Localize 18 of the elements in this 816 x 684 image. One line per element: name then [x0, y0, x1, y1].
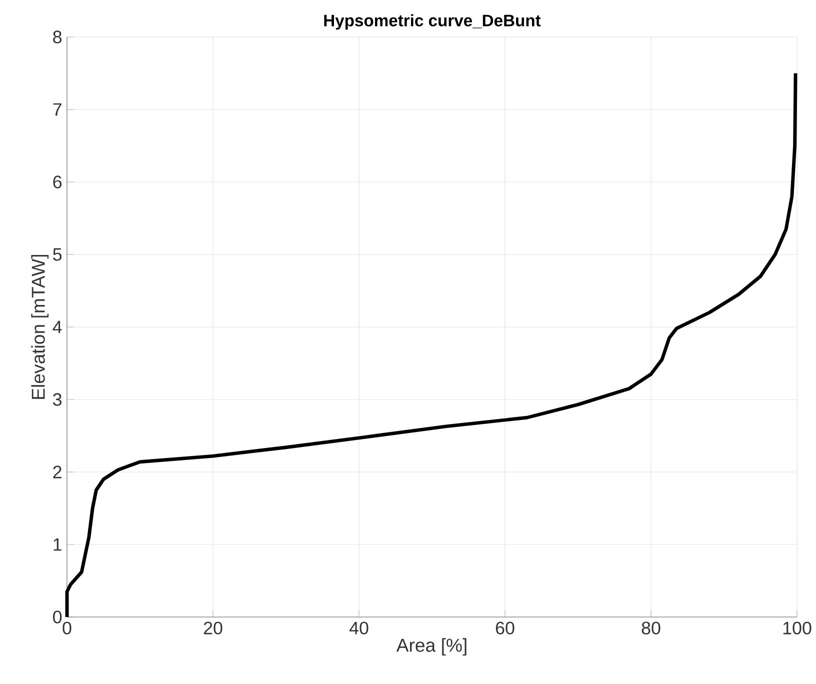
x-tick-label: 20	[204, 622, 222, 634]
y-tick-label: 5	[53, 248, 62, 261]
y-axis-title: Elevation [mTAW]	[31, 254, 49, 399]
y-tick-label: 1	[54, 538, 62, 551]
y-tick-label: 4	[52, 320, 62, 334]
x-axis-title: Area [%]	[396, 638, 466, 656]
x-tick-label: 40	[349, 622, 368, 634]
chart-title: Hypsometric curve_DeBunt	[324, 14, 541, 30]
y-tick-label: 7	[53, 103, 62, 116]
x-tick-label: 0	[62, 622, 72, 634]
y-tick-label: 2	[53, 466, 62, 478]
x-tick-label: 100	[783, 622, 812, 634]
x-tick-label: 80	[642, 622, 660, 634]
y-tick-label: 0	[53, 610, 62, 624]
y-tick-label: 6	[53, 176, 62, 188]
y-tick-label: 3	[53, 393, 62, 406]
x-tick-label: 60	[496, 622, 514, 634]
y-tick-label: 8	[53, 30, 62, 44]
